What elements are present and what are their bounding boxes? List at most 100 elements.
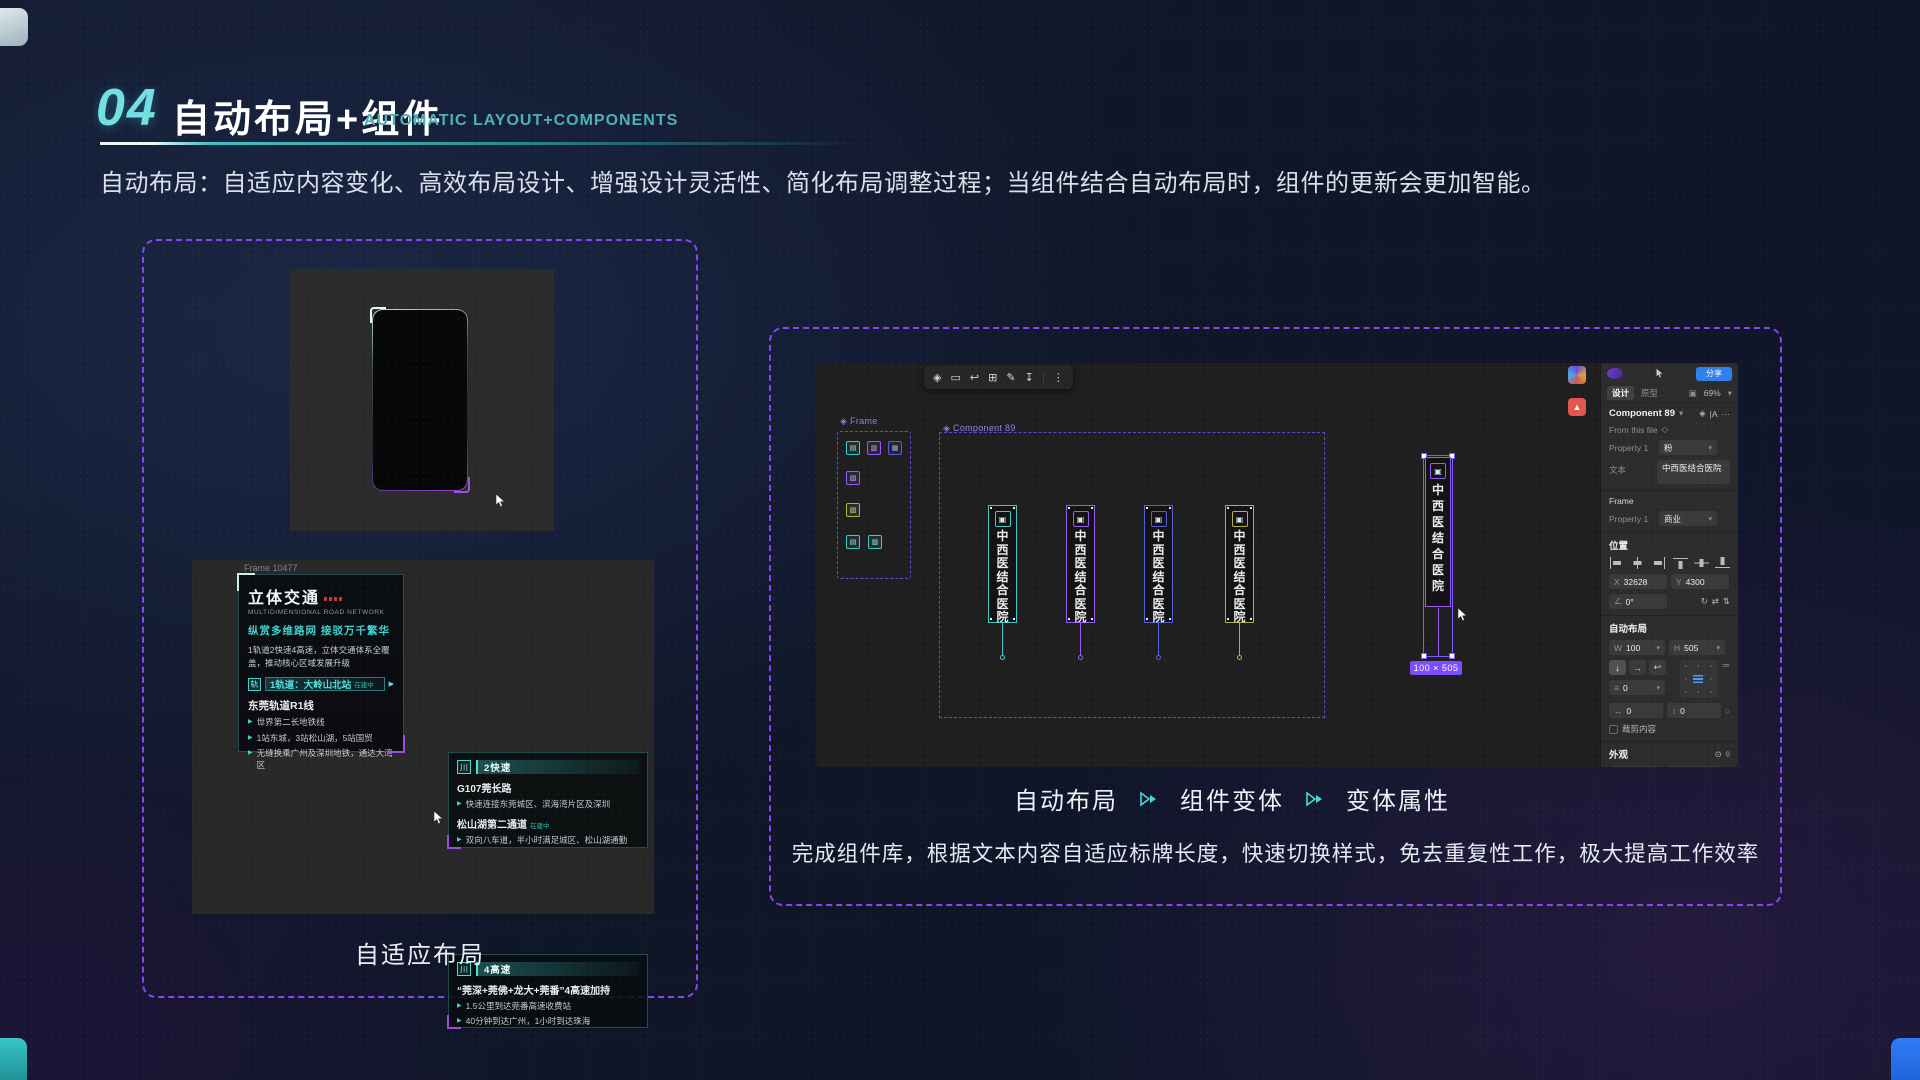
chevron-down-icon[interactable]: ▾ xyxy=(1678,408,1684,418)
user-avatar[interactable] xyxy=(1607,368,1623,379)
move-tool-icon[interactable]: ◈ xyxy=(933,371,942,384)
flip-vertical-icon[interactable]: ⇅ xyxy=(1722,596,1730,606)
status-label: 在建中 xyxy=(530,823,550,831)
chevron-down-icon: ▾ xyxy=(1656,684,1660,692)
align-bottom-icon[interactable] xyxy=(1714,557,1730,569)
width-input[interactable]: W 100 ▾ xyxy=(1609,640,1665,655)
share-button[interactable]: 分享 xyxy=(1696,366,1732,381)
selection-handle[interactable] xyxy=(1421,453,1427,459)
workflow-steps: 自动布局 组件变体 变体属性 xyxy=(816,781,1648,816)
banner-variant-indigo[interactable]: ▣ 中西医结合医院 xyxy=(1144,505,1173,665)
position-section: 位置 X 32628 xyxy=(1601,533,1738,616)
sliders-icon[interactable]: ≔ xyxy=(1721,660,1731,670)
section-title: 自动布局+组件 xyxy=(172,99,444,141)
more-icon[interactable]: ··· xyxy=(1721,408,1731,419)
selected-banner-variant[interactable]: ▣ 中西医结合医院 xyxy=(1421,453,1455,659)
icons-frame[interactable]: ▤ ▥ ▦ ▧ ▨ ▤ ▥ xyxy=(837,431,911,579)
app-logo-icon[interactable]: ▲ xyxy=(1568,398,1586,416)
frame-tool-icon[interactable]: ▭ xyxy=(950,371,961,384)
layout-vertical-icon[interactable]: ↓ xyxy=(1609,660,1626,675)
shape-tool-icon[interactable]: ⊞ xyxy=(988,371,998,384)
size-badge: 100 × 505 xyxy=(1410,661,1462,675)
selection-handle[interactable] xyxy=(1421,653,1427,659)
frame-layer-label[interactable]: ◈ Frame xyxy=(840,416,878,426)
gap-input[interactable]: ≡ 0 ▾ xyxy=(1609,680,1665,695)
padding-horizontal-input[interactable]: ↔ 0 xyxy=(1609,703,1663,718)
collaborator-avatar[interactable] xyxy=(1568,366,1586,384)
bullet-icon: ▶ xyxy=(248,750,253,757)
banner-icon: ▣ xyxy=(1150,511,1167,527)
component-name: Component 89 xyxy=(1609,408,1675,419)
bullet-text: 1.5公里到达莞番高速收费站 xyxy=(465,1001,571,1011)
eye-icon[interactable]: ⊙ xyxy=(1714,748,1722,759)
property-dropdown[interactable]: 粉 ▾ xyxy=(1659,440,1717,455)
swap-component-icon[interactable]: ◈ xyxy=(1699,408,1706,418)
align-v-center-icon[interactable] xyxy=(1693,557,1709,569)
icon-tile[interactable]: ▥ xyxy=(868,535,882,549)
padding-vertical-input[interactable]: ↕ 0 xyxy=(1666,703,1721,718)
pen-tool-icon[interactable]: ✎ xyxy=(1006,371,1016,384)
y-position-input[interactable]: Y 4300 xyxy=(1671,574,1729,589)
arrow-right-icon: ▶ xyxy=(388,681,394,689)
icon-tile[interactable]: ▨ xyxy=(846,503,860,517)
rotate-icon[interactable]: ↻ xyxy=(1700,596,1708,606)
banner-text: 中西医结合医院 xyxy=(996,529,1009,624)
component-layer-label[interactable]: ◈ Component 89 xyxy=(943,423,1016,433)
align-top-icon[interactable] xyxy=(1672,557,1688,569)
banner-text: 中西医结合医院 xyxy=(1431,483,1444,593)
droplet-icon[interactable]: ◊ xyxy=(1725,749,1730,759)
property-dropdown[interactable]: 商业 ▾ xyxy=(1659,511,1717,526)
align-left-icon[interactable] xyxy=(1609,557,1624,569)
x-position-input[interactable]: X 32628 xyxy=(1609,574,1667,589)
align-right-icon[interactable] xyxy=(1651,557,1666,569)
bullet-text: 双向八车道，半小时满足城区、松山湖通勤 xyxy=(465,835,628,846)
autolayout-section: 自动布局 W 100 ▾ H 505 ▾ xyxy=(1601,616,1738,742)
chevron-down-icon: ▾ xyxy=(1656,644,1660,652)
icon-tile[interactable]: ▦ xyxy=(888,441,902,455)
text-property-input[interactable]: 中西医结合医院 xyxy=(1656,460,1730,484)
height-input[interactable]: H 505 ▾ xyxy=(1669,640,1725,655)
tab-design[interactable]: 设计 xyxy=(1607,386,1635,400)
corner-radius-input[interactable]: ╭ 0 xyxy=(1665,766,1719,767)
icon-tile[interactable]: ▥ xyxy=(867,441,881,455)
rotation-input[interactable]: ∠ 0° xyxy=(1609,594,1667,609)
chevron-down-icon[interactable]: ▾ xyxy=(1727,387,1732,398)
rail-line-title: 东莞轨道R1线 xyxy=(248,700,314,713)
tab-prototype[interactable]: 原型 xyxy=(1641,388,1659,398)
selection-handle[interactable] xyxy=(1449,453,1455,459)
design-tool-editor: ◈ ▭ ↩ ⊞ ✎ ↧ ⋮ ▲ ◈ Frame ▤ ▥ ▦ ▧ ▨ ▤ ▥ xyxy=(816,363,1738,767)
double-arrow-icon xyxy=(1306,790,1322,807)
alignment-center-icon[interactable] xyxy=(1693,674,1704,683)
double-arrow-icon xyxy=(1140,790,1156,807)
banner-variant-purple[interactable]: ▣ 中西医结合医院 xyxy=(1066,505,1095,665)
text-style-icon[interactable]: |A xyxy=(1709,408,1718,419)
alignment-pad[interactable] xyxy=(1679,660,1718,698)
layout-wrap-icon[interactable]: ↩ xyxy=(1649,660,1666,675)
library-icon[interactable]: ▣ xyxy=(1688,387,1697,398)
component-bounds xyxy=(939,432,1325,718)
banner-variant-yellow[interactable]: ▣ 中西医结合医院 xyxy=(1225,505,1254,665)
cursor-chat-icon[interactable] xyxy=(1655,368,1665,379)
selection-handle[interactable] xyxy=(1449,653,1455,659)
banner-icon: ▣ xyxy=(994,511,1011,527)
flip-horizontal-icon[interactable]: ⇄ xyxy=(1711,596,1719,606)
export-icon[interactable]: ↧ xyxy=(1024,371,1034,384)
title-decoration xyxy=(324,596,345,601)
road-title: G107莞长路 xyxy=(457,784,512,795)
step-label: 组件变体 xyxy=(1180,788,1284,815)
align-h-center-icon[interactable] xyxy=(1630,557,1645,569)
mouse-cursor-icon xyxy=(495,493,506,508)
more-tools-icon[interactable]: ⋮ xyxy=(1052,371,1064,384)
undo-icon[interactable]: ↩ xyxy=(969,371,980,384)
opacity-input[interactable]: ▨ 100% xyxy=(1609,766,1662,767)
bullet-icon: ▶ xyxy=(457,801,462,807)
padding-h-icon: ↔ xyxy=(1614,705,1623,716)
icon-tile[interactable]: ▧ xyxy=(846,471,860,485)
ring-icon[interactable]: ○ xyxy=(1724,705,1730,716)
icon-tile[interactable]: ▤ xyxy=(846,535,860,549)
clip-content-checkbox[interactable] xyxy=(1609,724,1618,734)
banner-variant-teal[interactable]: ▣ 中西医结合医院 xyxy=(988,505,1017,665)
icon-tile[interactable]: ▤ xyxy=(846,441,860,455)
layout-horizontal-icon[interactable]: → xyxy=(1629,660,1646,675)
zoom-level[interactable]: 69% xyxy=(1703,388,1721,398)
